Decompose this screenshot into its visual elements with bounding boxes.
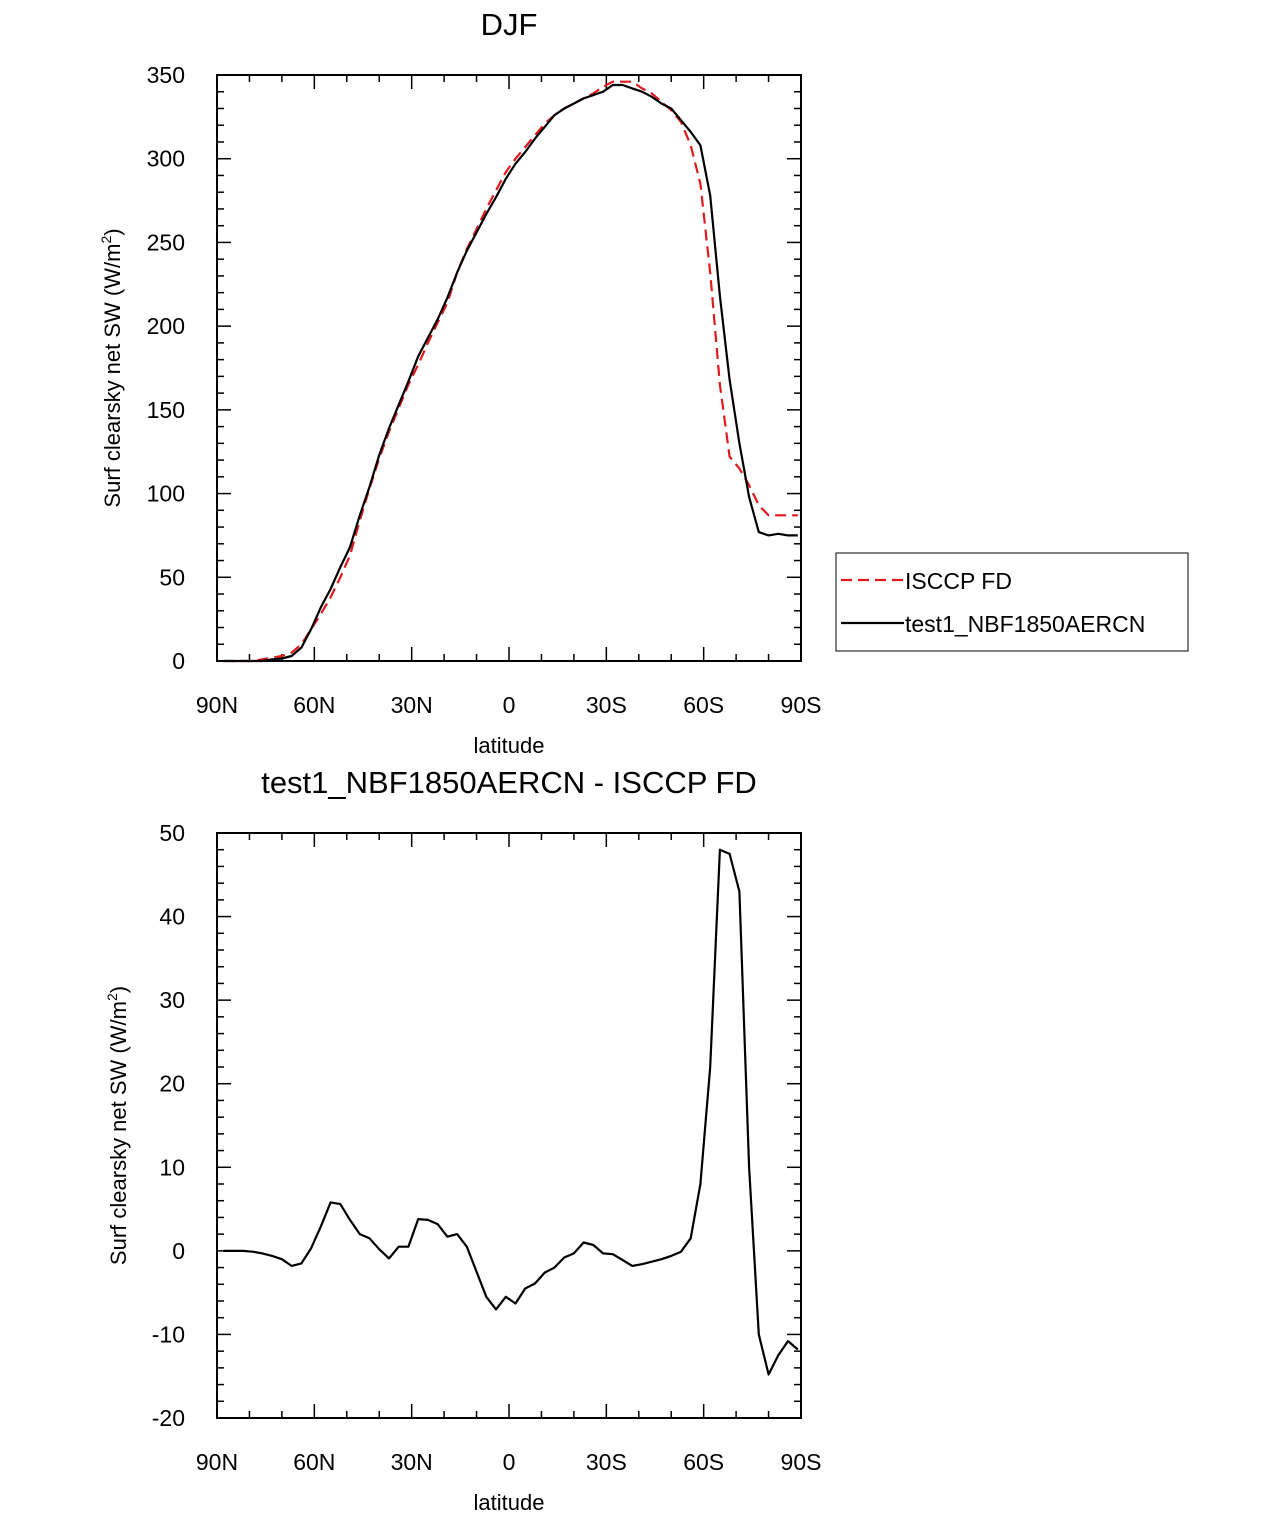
- x-tick-label: 60N: [293, 692, 335, 718]
- y-axis-label-superscript: 2: [98, 236, 114, 244]
- x-tick-label: 0: [503, 692, 516, 718]
- x-tick-label: 90N: [196, 1449, 238, 1475]
- y-tick-label: 0: [172, 1238, 185, 1264]
- x-axis-label: latitude: [474, 1490, 545, 1515]
- y-tick-label: 350: [147, 62, 185, 88]
- y-axis-label: Surf clearsky net SW (W/m2): [104, 986, 131, 1265]
- plot-frame: [216, 832, 802, 1419]
- x-tick-label: 90S: [781, 692, 822, 718]
- y-tick-label: 100: [147, 481, 185, 507]
- x-tick-label: 60N: [293, 1449, 335, 1475]
- chart-1: DJF 0 50 100 150 200 250 300 350 90N 60N 30N 0 30S 60S…: [98, 7, 1189, 758]
- y-tick-label: 150: [147, 397, 185, 423]
- legend: ISCCP FD test1_NBF1850AERCN: [835, 552, 1189, 652]
- y-axis-label-superscript: 2: [104, 993, 120, 1001]
- x-tick-label: 30S: [586, 692, 627, 718]
- x-tick-label: 30N: [391, 1449, 433, 1475]
- y-axis-label-close: ): [100, 228, 125, 235]
- y-tick-label: -20: [152, 1405, 185, 1431]
- x-tick-label: 90S: [781, 1449, 822, 1475]
- series-line-1: [223, 848, 799, 1376]
- y-tick-label: 300: [147, 146, 185, 172]
- y-tick-label: 30: [159, 987, 185, 1013]
- y-tick-label: 0: [172, 648, 185, 674]
- y-tick-label: 250: [147, 229, 185, 255]
- chart-2: test1_NBF1850AERCN - ISCCP FD-20-1001020…: [104, 765, 821, 1515]
- legend-box: [835, 552, 1189, 652]
- y-axis-label-main: Surf clearsky net SW (W/m: [106, 1001, 131, 1265]
- chart-title: DJF: [481, 7, 538, 42]
- y-axis-label-close: ): [106, 986, 131, 993]
- series-line-2: [223, 83, 798, 663]
- plot-frame: [216, 74, 802, 662]
- y-tick-label: 10: [159, 1154, 185, 1180]
- y-axis-label: Surf clearsky net SW (W/m2): [98, 228, 125, 507]
- x-tick-label: 30N: [391, 692, 433, 718]
- legend-label-2: test1_NBF1850AERCN: [905, 611, 1145, 637]
- y-axis-label-main: Surf clearsky net SW (W/m: [100, 244, 125, 508]
- chart-title: test1_NBF1850AERCN - ISCCP FD: [261, 765, 757, 800]
- x-tick-label: 30S: [586, 1449, 627, 1475]
- y-tick-label: -10: [152, 1321, 185, 1347]
- x-axis-label: latitude: [474, 733, 545, 758]
- series-line-1: [223, 80, 798, 663]
- x-tick-label: 60S: [683, 692, 724, 718]
- y-tick-label: 20: [159, 1071, 185, 1097]
- x-tick-label: 60S: [683, 1449, 724, 1475]
- y-tick-label: 40: [159, 904, 185, 930]
- y-tick-label: 200: [147, 313, 185, 339]
- legend-label-1: ISCCP FD: [905, 568, 1012, 594]
- x-tick-label: 0: [503, 1449, 516, 1475]
- x-tick-label: 90N: [196, 692, 238, 718]
- y-tick-label: 50: [159, 564, 185, 590]
- y-tick-label: 50: [159, 820, 185, 846]
